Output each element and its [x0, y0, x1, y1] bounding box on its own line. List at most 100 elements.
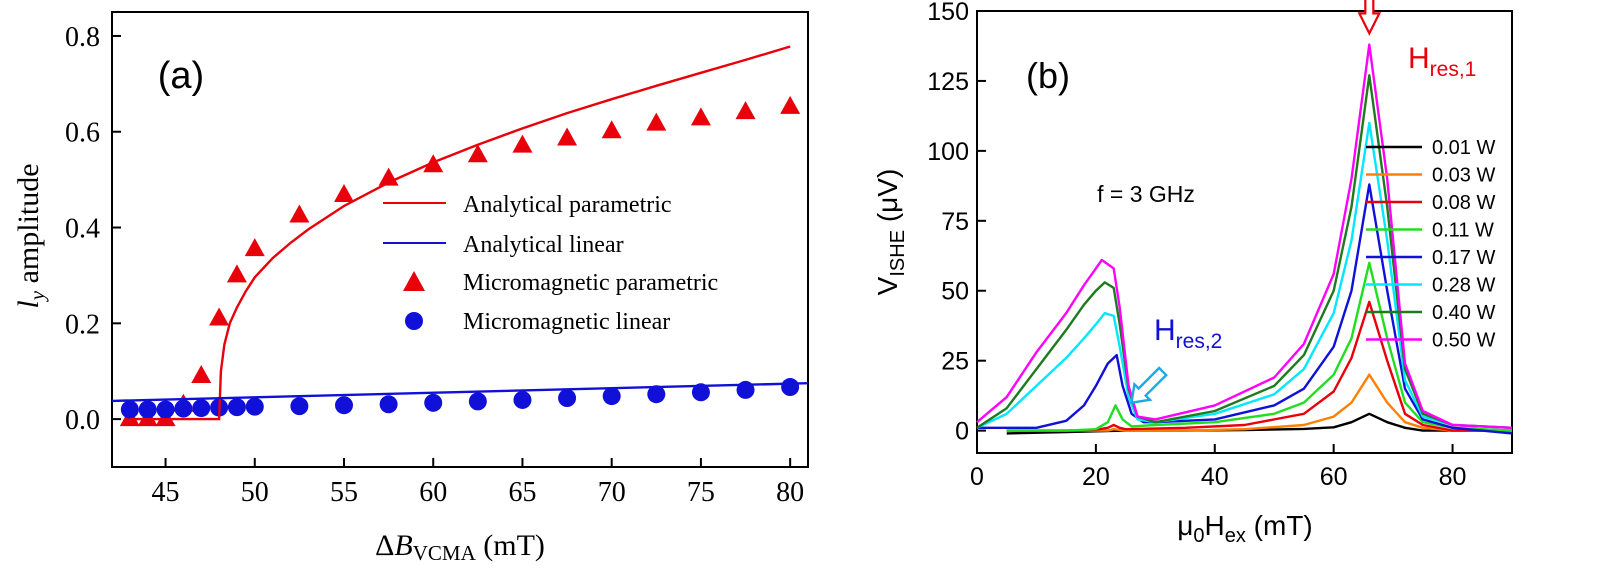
x-tick-label: 80 [1439, 463, 1467, 491]
micromagnetic-linear-point [290, 397, 309, 416]
panel-a-plot-frame [111, 11, 809, 468]
legend-label-0-50-w: 0.50 W [1432, 330, 1495, 352]
y-tick-label: 125 [927, 68, 969, 96]
panel-a-legend: Analytical parametric Analytical linear … [383, 192, 718, 335]
micromagnetic-parametric-point [467, 144, 488, 163]
micromagnetic-parametric-point [690, 107, 711, 126]
y-tick-label: 0 [955, 418, 969, 446]
micromagnetic-linear-point [379, 395, 398, 414]
micromagnetic-linear-point [691, 383, 710, 402]
legend-label-0-40-w: 0.40 W [1432, 302, 1495, 324]
series-line-0-03-w [1006, 373, 1512, 432]
panel-a-x-axis-label: ΔBVCMA (mT) [375, 529, 545, 565]
micromagnetic-linear-point [245, 397, 264, 416]
micromagnetic-linear-point [424, 393, 443, 412]
micromagnetic-linear-point [647, 385, 666, 404]
y-tick-label: 0.0 [65, 405, 100, 436]
panel-b-plot-frame [976, 10, 1513, 454]
micromagnetic-linear-point [120, 400, 139, 419]
y-tick-label: 0.6 [65, 118, 100, 149]
y-tick-label: 0.8 [65, 22, 100, 53]
micromagnetic-linear-point [174, 399, 193, 418]
micromagnetic-parametric-point [289, 204, 310, 223]
legend-a-micromagnetic-linear-marker [405, 312, 423, 330]
panel-a-series [111, 45, 809, 427]
series-line-0-11-w [1006, 261, 1513, 432]
y-tick-label: 75 [941, 208, 969, 236]
legend-label-0-03-w: 0.03 W [1432, 165, 1495, 187]
micromagnetic-parametric-point [226, 264, 247, 283]
x-tick-label: 0 [970, 463, 984, 491]
panel-b-arrows [1130, 0, 1382, 405]
legend-label-0-11-w: 0.11 W [1432, 220, 1494, 242]
x-tick-label: 55 [330, 477, 358, 508]
hres2-arrow-shape [1130, 366, 1168, 405]
x-tick-label: 50 [241, 477, 269, 508]
legend-a-micromagnetic-linear-label: Micromagnetic linear [463, 309, 670, 335]
panel-b-series [976, 43, 1513, 435]
y-tick-label: 50 [941, 278, 969, 306]
panel-b-x-axis-label: μ0Hex (mT) [1177, 510, 1312, 547]
micromagnetic-linear-point [227, 398, 246, 417]
micromagnetic-linear-point [781, 378, 800, 397]
micromagnetic-parametric-point [557, 127, 578, 146]
micromagnetic-linear-point [602, 387, 621, 406]
x-tick-label: 40 [1201, 463, 1229, 491]
panel-a: (a) 45 50 55 60 65 70 75 80 0.0 0.2 0.4 0.6 0.8 ΔBV… [12, 11, 809, 565]
panel-a-label-box [135, 38, 227, 113]
micromagnetic-parametric-point [244, 238, 265, 257]
micromagnetic-parametric-point [601, 120, 622, 139]
panel-b: (b) f = 3 GHz 0 20 40 60 80 0 25 50 75 100 125 150… [872, 0, 1513, 547]
micromagnetic-linear-point [468, 392, 487, 411]
micromagnetic-linear-point [513, 390, 532, 409]
y-tick-label: 0.4 [65, 214, 100, 245]
y-tick-label: 150 [927, 0, 969, 26]
micromagnetic-parametric-point [512, 134, 533, 153]
x-tick-label: 20 [1082, 463, 1110, 491]
legend-a-analytical-linear-label: Analytical linear [463, 232, 624, 258]
micromagnetic-linear-point [192, 399, 211, 418]
x-tick-label: 70 [598, 477, 626, 508]
x-tick-label: 60 [1320, 463, 1348, 491]
y-tick-label: 0.2 [65, 309, 100, 340]
legend-a-micromagnetic-parametric-label: Micromagnetic parametric [463, 270, 718, 296]
micromagnetic-linear-point [138, 400, 157, 419]
micromagnetic-linear-point [558, 389, 577, 408]
micromagnetic-parametric-point [191, 365, 212, 383]
micromagnetic-parametric-point [780, 95, 801, 114]
y-tick-label: 25 [941, 348, 969, 376]
panel-a-y-axis-label: ly amplitude [12, 163, 49, 308]
legend-label-0-17-w: 0.17 W [1432, 247, 1495, 269]
hres1-annotation: Hres,1 [1408, 42, 1476, 81]
x-tick-label: 45 [152, 477, 180, 508]
legend-a-micromagnetic-parametric-marker [403, 271, 425, 291]
micromagnetic-parametric-point [646, 112, 667, 131]
hres1-arrow-icon [1357, 0, 1382, 36]
panel-a-x-ticks: 45 50 55 60 65 70 75 80 [152, 458, 804, 508]
panel-b-y-axis-label: VISHE (μV) [872, 169, 909, 296]
x-tick-label: 60 [419, 477, 447, 508]
micromagnetic-linear-point [335, 396, 353, 415]
legend-label-0-08-w: 0.08 W [1432, 192, 1495, 214]
hres2-arrow-icon [1130, 366, 1168, 405]
micromagnetic-parametric-point [334, 183, 354, 202]
frequency-annotation: f = 3 GHz [1097, 181, 1195, 207]
series-line-0-50-w [976, 43, 1513, 429]
micromagnetic-parametric-point [209, 307, 230, 326]
micromagnetic-linear-point [156, 400, 175, 419]
legend-a-analytical-parametric-label: Analytical parametric [463, 192, 672, 218]
analytical-parametric-line [129, 45, 791, 421]
x-tick-label: 80 [776, 477, 804, 508]
series-line-0-08-w [1006, 300, 1512, 432]
y-tick-label: 100 [927, 138, 969, 166]
x-tick-label: 65 [508, 477, 536, 508]
x-tick-label: 75 [687, 477, 715, 508]
panel-b-label: (b) [1026, 55, 1070, 96]
panel-b-legend: 0.01 W 0.03 W 0.08 W 0.11 W 0.17 W 0.28 W 0.40… [1366, 137, 1495, 352]
panel-a-y-ticks: 0.0 0.2 0.4 0.6 0.8 [65, 22, 121, 436]
legend-label-0-01-w: 0.01 W [1432, 137, 1495, 159]
hres2-annotation: Hres,2 [1154, 314, 1222, 353]
legend-label-0-28-w: 0.28 W [1432, 275, 1495, 297]
analytical-linear-line [111, 382, 809, 403]
